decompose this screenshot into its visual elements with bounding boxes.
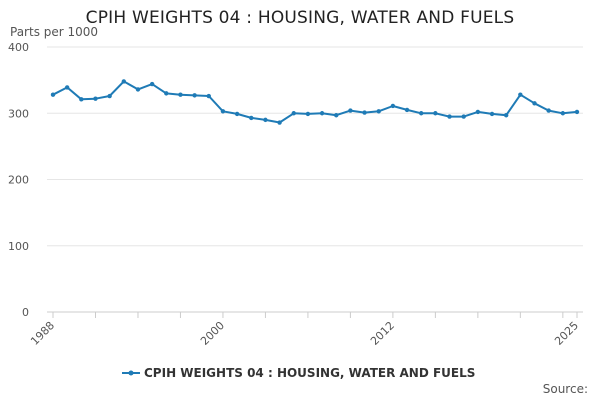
data-point-2018[interactable] bbox=[475, 109, 481, 115]
y-axis-ticks: 0 100 200 300 400 bbox=[8, 41, 29, 319]
y-tick-label-100: 100 bbox=[8, 240, 29, 253]
data-point-2024[interactable] bbox=[560, 111, 566, 116]
data-point-1990[interactable] bbox=[79, 97, 84, 102]
grid-lines bbox=[47, 46, 583, 247]
data-point-2004[interactable] bbox=[277, 120, 282, 125]
data-point-1995[interactable] bbox=[149, 81, 155, 87]
legend[interactable]: CPIH WEIGHTS 04 : HOUSING, WATER AND FUE… bbox=[122, 366, 475, 380]
data-point-1988[interactable] bbox=[50, 92, 56, 97]
data-point-2007[interactable] bbox=[319, 111, 325, 116]
data-point-2015[interactable] bbox=[433, 111, 438, 116]
data-point-2002[interactable] bbox=[249, 115, 254, 121]
data-point-1994[interactable] bbox=[135, 87, 141, 92]
data-point-2022[interactable] bbox=[532, 101, 537, 106]
chart-title: CPIH WEIGHTS 04 : HOUSING, WATER AND FUE… bbox=[85, 8, 515, 28]
data-point-1996[interactable] bbox=[164, 91, 169, 96]
data-point-2020[interactable] bbox=[503, 113, 509, 118]
source-label: Source: bbox=[542, 382, 588, 396]
data-point-2011[interactable] bbox=[376, 109, 381, 114]
data-point-2019[interactable] bbox=[489, 111, 495, 117]
x-tick-label-2012: 2012 bbox=[368, 319, 397, 348]
data-point-2023[interactable] bbox=[546, 108, 551, 113]
data-point-2005[interactable] bbox=[291, 111, 296, 116]
data-point-2003[interactable] bbox=[263, 117, 268, 123]
x-tick-label-2000: 2000 bbox=[198, 319, 227, 348]
data-point-2014[interactable] bbox=[419, 111, 424, 116]
data-point-2008[interactable] bbox=[334, 113, 339, 118]
y-tick-label-200: 200 bbox=[8, 174, 29, 187]
data-point-2013[interactable] bbox=[404, 107, 410, 113]
data-point-2021[interactable] bbox=[518, 92, 523, 97]
legend-label[interactable]: CPIH WEIGHTS 04 : HOUSING, WATER AND FUE… bbox=[144, 366, 475, 380]
data-point-1998[interactable] bbox=[192, 93, 197, 98]
legend-dot-marker bbox=[128, 370, 134, 376]
data-point-1992[interactable] bbox=[107, 93, 112, 99]
data-point-1991[interactable] bbox=[93, 96, 98, 101]
data-point-2009[interactable] bbox=[348, 108, 353, 113]
data-point-2001[interactable] bbox=[234, 111, 240, 117]
data-point-2012[interactable] bbox=[390, 103, 396, 109]
data-point-2000[interactable] bbox=[220, 109, 226, 114]
data-point-2006[interactable] bbox=[305, 111, 311, 117]
x-axis: 1988 2000 2012 2025 bbox=[28, 311, 583, 348]
x-tick-label-1988: 1988 bbox=[28, 319, 57, 348]
y-tick-label-0: 0 bbox=[22, 306, 29, 319]
y-tick-label-300: 300 bbox=[8, 107, 29, 120]
x-tick-label-2025: 2025 bbox=[552, 319, 581, 348]
y-tick-label-400: 400 bbox=[8, 41, 29, 54]
data-point-1997[interactable] bbox=[178, 92, 183, 97]
data-point-2010[interactable] bbox=[362, 110, 367, 115]
series-line-0 bbox=[52, 80, 578, 124]
data-point-1989[interactable] bbox=[64, 85, 70, 90]
data-point-1999[interactable] bbox=[206, 93, 211, 99]
y-axis-label: Parts per 1000 bbox=[10, 25, 99, 39]
data-point-1993[interactable] bbox=[121, 79, 127, 84]
series-group bbox=[50, 79, 580, 125]
data-point-2017[interactable] bbox=[461, 114, 466, 119]
data-point-2025[interactable] bbox=[574, 109, 580, 115]
data-point-2016[interactable] bbox=[447, 114, 452, 119]
